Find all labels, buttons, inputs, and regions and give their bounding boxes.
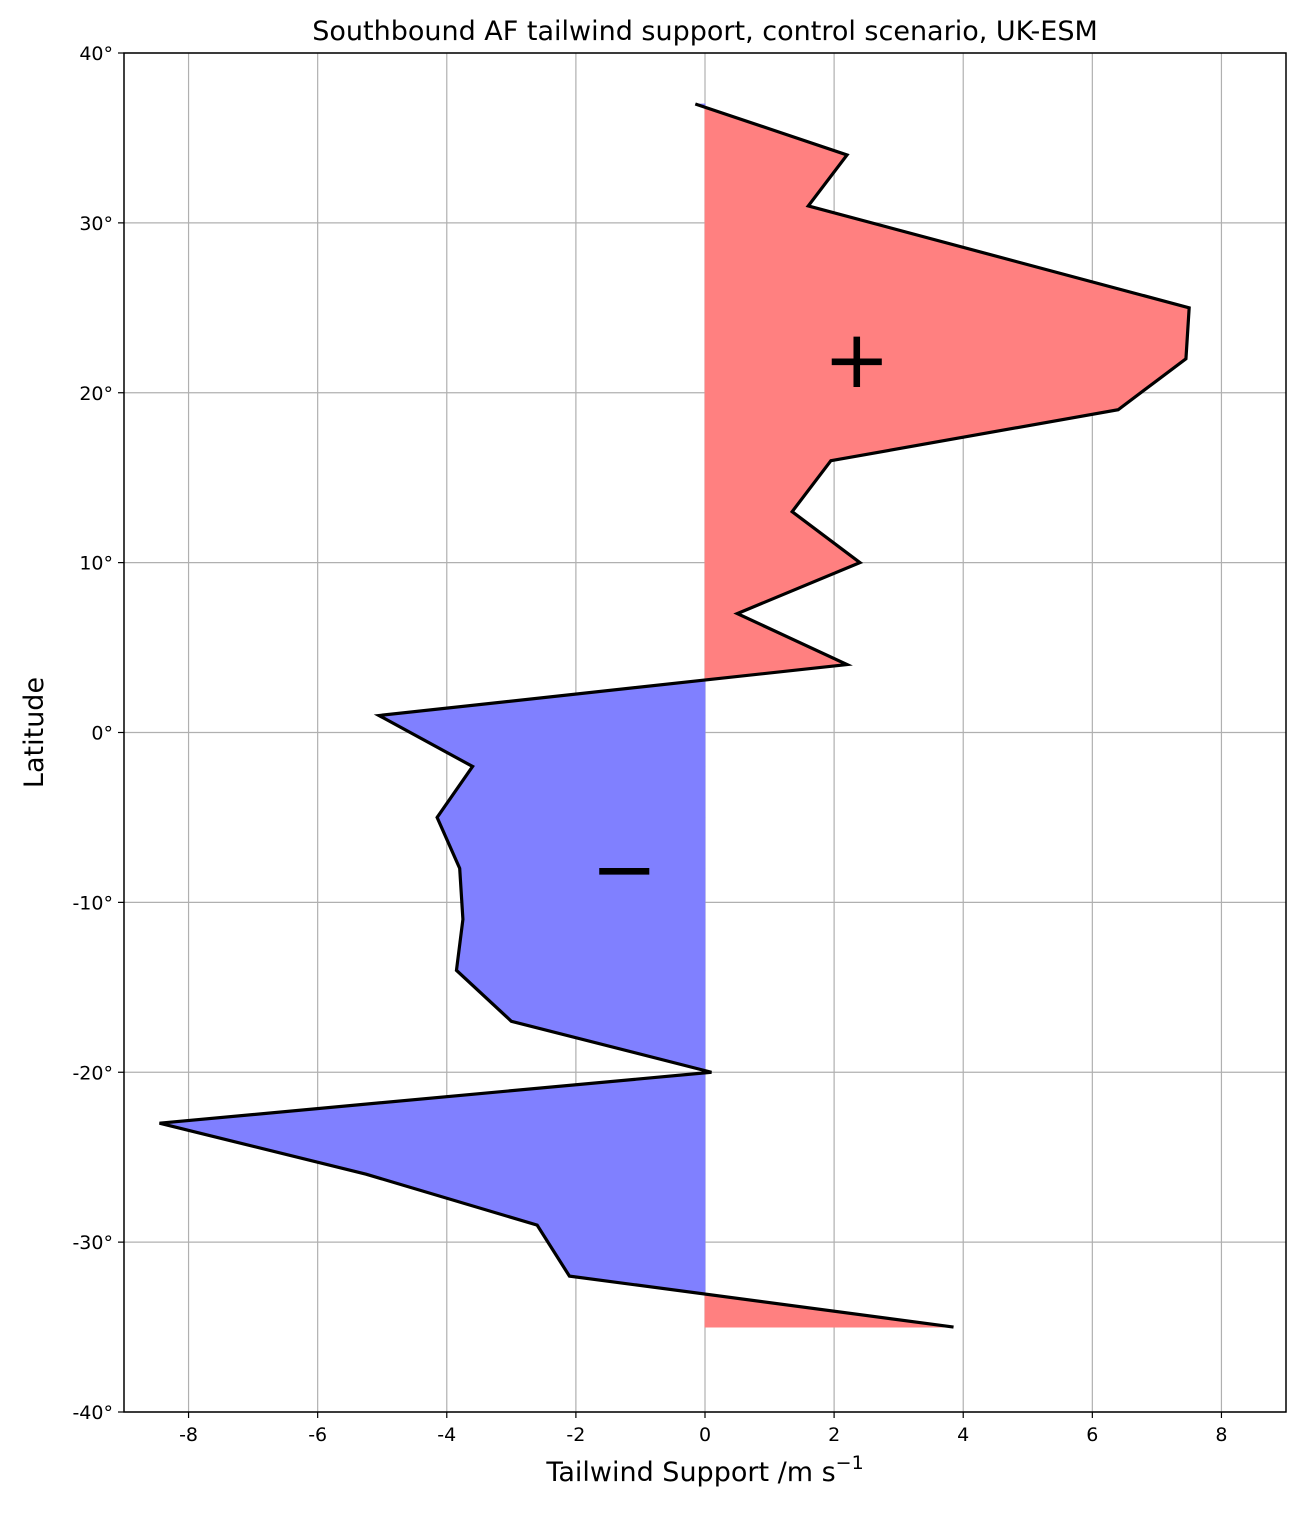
y-tick-label-7: -30° (72, 1232, 113, 1254)
series-line-0 (159, 102, 1191, 1329)
x-tick-label-4: 0 (699, 1424, 711, 1446)
y-tick-label-4: 0° (91, 723, 113, 745)
fill-segment-20-0 (365, 1173, 706, 1226)
fill-segment-2-0 (704, 205, 1190, 309)
x-tick-label-6: 4 (957, 1424, 969, 1446)
fill-segment-8-0 (704, 562, 861, 614)
fill-segment-15-0 (456, 918, 706, 971)
x-axis-ticks: -8 -6 -4 -2 0 2 4 6 8 (179, 1412, 1227, 1446)
x-tick-label-3: -2 (566, 1424, 585, 1446)
y-tick-label-6: -20° (72, 1062, 113, 1084)
fill-segment-4-0 (704, 358, 1188, 411)
fill-segment-12-0 (436, 766, 706, 818)
x-axis-label-text: Tailwind Support /m s (545, 1457, 835, 1488)
y-axis-ticks: 40° 30° 20° 10° 0° -10° -20° -30° -40° (72, 43, 124, 1424)
fill-segment-7-0 (704, 511, 862, 564)
fill-segment-21-0 (536, 1224, 706, 1277)
y-tick-label-1: 30° (79, 213, 113, 235)
fill-segment-3-0 (704, 307, 1190, 360)
x-tick-label-7: 6 (1086, 1424, 1098, 1446)
x-tick-label-5: 2 (828, 1424, 840, 1446)
fill-segment-5-0 (704, 409, 1119, 462)
y-tick-label-0: 40° (79, 43, 113, 65)
y-axis-label: Latitude (19, 677, 50, 788)
fill-segment-9-0 (704, 613, 848, 665)
x-tick-label-2: -4 (437, 1424, 456, 1446)
y-tick-label-2: 20° (79, 383, 113, 405)
y-tick-label-5: -10° (72, 892, 113, 914)
annotation-1: − (591, 822, 658, 915)
annotations: +− (591, 313, 890, 916)
y-tick-label-3: 10° (79, 553, 113, 575)
y-tick-label-8: -40° (72, 1402, 113, 1424)
series-lines (159, 102, 1191, 1329)
x-axis-label: Tailwind Support /m s−1 (545, 1452, 863, 1488)
chart-title: Southbound AF tailwind support, control … (312, 16, 1098, 47)
x-tick-label-1: -6 (308, 1424, 327, 1446)
x-axis-label-superscript: −1 (836, 1452, 864, 1474)
fill-segment-19-0 (159, 1122, 706, 1175)
fill-segment-13-0 (436, 817, 706, 869)
x-tick-label-8: 8 (1215, 1424, 1227, 1446)
fill-segment-16-0 (455, 969, 706, 1022)
annotation-0: + (823, 313, 890, 406)
x-tick-label-0: -8 (179, 1424, 198, 1446)
fill-areas (159, 103, 1190, 1328)
fill-segment-14-0 (459, 868, 706, 920)
